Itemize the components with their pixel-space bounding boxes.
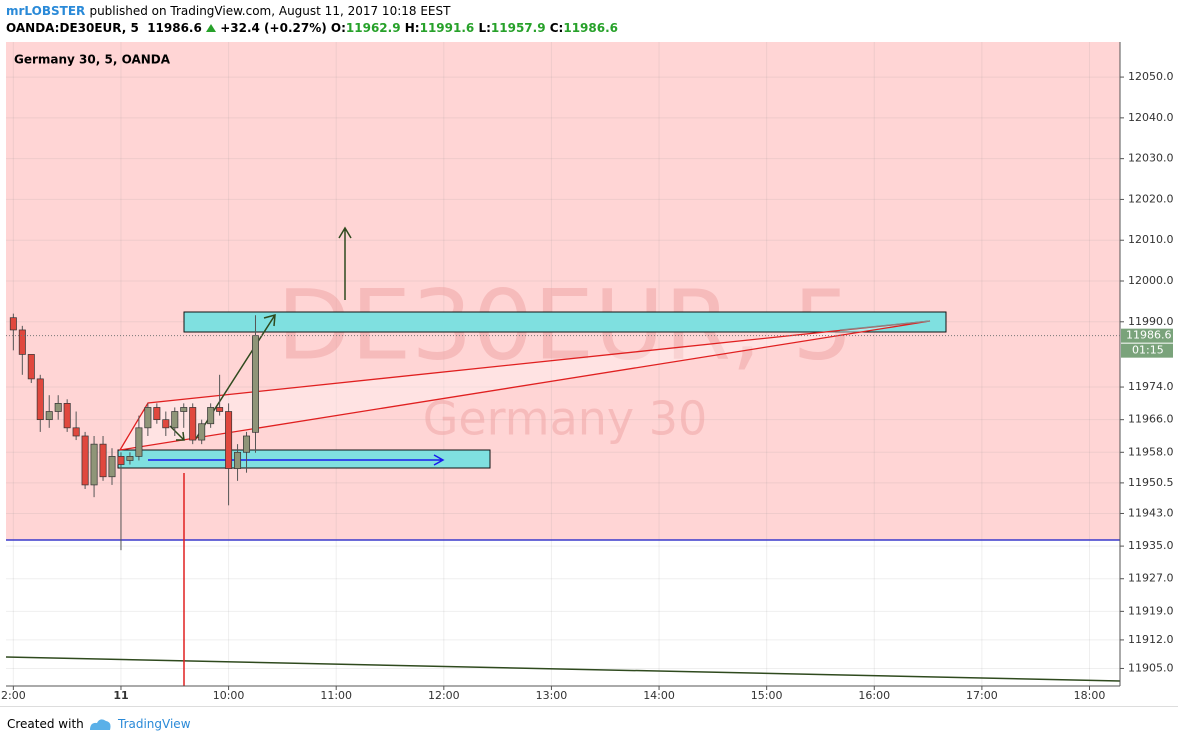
y-tick-label: 11935.0 bbox=[1128, 539, 1174, 552]
candle-body bbox=[251, 335, 259, 433]
h-label: H: bbox=[404, 21, 420, 35]
x-tick-label: 11:00 bbox=[320, 689, 352, 702]
low-value: 11957.9 bbox=[490, 21, 546, 35]
arrow bbox=[338, 226, 352, 300]
x-tick-label: 16:00 bbox=[858, 689, 890, 702]
y-tick-label: 12000.0 bbox=[1128, 274, 1174, 287]
quote-line: OANDA:DE30EUR, 5 11986.6 +32.4 (+0.27%) … bbox=[6, 21, 618, 35]
up-arrow bbox=[206, 24, 217, 32]
change: +32.4 (+0.27%) bbox=[220, 21, 327, 35]
open-value: 11962.9 bbox=[345, 21, 401, 35]
candle-body bbox=[99, 443, 107, 478]
footer: Created with TradingView bbox=[0, 706, 1178, 743]
candle-body bbox=[36, 378, 44, 421]
triangle bbox=[118, 320, 931, 451]
candle-body bbox=[135, 427, 143, 457]
c-label: C: bbox=[549, 21, 564, 35]
y-tick-label: 12050.0 bbox=[1128, 70, 1174, 83]
countdown-bg bbox=[1121, 343, 1173, 358]
rectangle bbox=[183, 311, 947, 333]
candle-body bbox=[216, 407, 224, 412]
logo bbox=[90, 719, 111, 730]
candle-body bbox=[189, 407, 197, 441]
y-tick-label: 12040.0 bbox=[1128, 111, 1174, 124]
author[interactable]: mrLOBSTER bbox=[6, 4, 86, 18]
y-tick-label: 12030.0 bbox=[1128, 152, 1174, 165]
y-tick-label: 11905.0 bbox=[1128, 661, 1174, 674]
publish-line: mrLOBSTER published on TradingView.com, … bbox=[6, 4, 450, 18]
candle-body bbox=[207, 407, 215, 425]
chart: DE30EUR, 5 Germany 30 Germany 30, 5, OAN… bbox=[0, 42, 1178, 706]
arrow bbox=[148, 454, 445, 466]
y-tick-label: 11950.5 bbox=[1128, 476, 1174, 489]
candle-body bbox=[171, 411, 179, 429]
x-tick-label: 12:00 bbox=[428, 689, 460, 702]
price-label: 11986.6 bbox=[1126, 329, 1172, 342]
published: published on TradingView.com, August 11,… bbox=[89, 4, 451, 18]
y-tick-label: 11990.0 bbox=[1128, 315, 1174, 328]
y-tick-label: 12010.0 bbox=[1128, 233, 1174, 246]
candle-body bbox=[81, 435, 89, 486]
candle-body bbox=[18, 329, 26, 355]
chart-title: Germany 30, 5, OANDA bbox=[14, 53, 171, 67]
y-tick-label: 11919.0 bbox=[1128, 604, 1174, 617]
y-tick-label: 11943.0 bbox=[1128, 506, 1174, 519]
candle-body bbox=[63, 403, 71, 429]
candle-body bbox=[90, 443, 98, 486]
candle-body bbox=[54, 403, 62, 412]
candle-body bbox=[153, 407, 161, 421]
candle-body bbox=[225, 411, 233, 469]
y-tick-label: 11912.0 bbox=[1128, 633, 1174, 646]
candle-body bbox=[108, 456, 116, 478]
close-value: 11986.6 bbox=[563, 21, 618, 35]
l-label: L: bbox=[478, 21, 491, 35]
x-tick-label: 13:00 bbox=[536, 689, 568, 702]
symbol: OANDA:DE30EUR, 5 bbox=[6, 21, 139, 35]
candle-body bbox=[180, 407, 188, 412]
last-price: 11986.6 bbox=[147, 21, 202, 35]
x-tick-label: 11 bbox=[113, 689, 128, 702]
candle-body bbox=[243, 435, 251, 453]
x-tick-label: 15:00 bbox=[751, 689, 783, 702]
y-tick-label: 11958.0 bbox=[1128, 445, 1174, 458]
watermark: Germany 30 bbox=[423, 392, 708, 446]
y-tick-label: 11966.0 bbox=[1128, 413, 1174, 426]
x-tick-label: 14:00 bbox=[643, 689, 675, 702]
x-tick-label: 17:00 bbox=[966, 689, 998, 702]
candle-body bbox=[144, 407, 152, 429]
candle-body bbox=[234, 451, 242, 469]
candle-body bbox=[162, 419, 170, 429]
y-tick-label: 11974.0 bbox=[1128, 380, 1174, 393]
candle-body bbox=[126, 456, 134, 461]
candle-body bbox=[45, 411, 53, 421]
candle-body bbox=[198, 423, 206, 441]
candle-body bbox=[27, 354, 35, 380]
candle-body bbox=[117, 456, 125, 465]
candle-body bbox=[9, 317, 17, 331]
brand[interactable]: TradingView bbox=[118, 717, 191, 731]
created-with: Created with bbox=[7, 717, 84, 731]
line bbox=[839, 320, 931, 331]
x-tick-label: 18:00 bbox=[1074, 689, 1106, 702]
y-tick-label: 11927.0 bbox=[1128, 572, 1174, 585]
header: mrLOBSTER published on TradingView.com, … bbox=[0, 0, 1178, 42]
x-tick-label: 10:00 bbox=[213, 689, 245, 702]
countdown: 01:15 bbox=[1132, 344, 1164, 357]
o-label: O: bbox=[330, 21, 346, 35]
candle-body bbox=[72, 427, 80, 437]
y-tick-label: 12020.0 bbox=[1128, 192, 1174, 205]
trend-line bbox=[5, 656, 1121, 682]
high-value: 11991.6 bbox=[419, 21, 475, 35]
arrow bbox=[169, 425, 185, 441]
x-tick-label: 2:00 bbox=[1, 689, 26, 702]
price-label-bg bbox=[1121, 328, 1173, 343]
